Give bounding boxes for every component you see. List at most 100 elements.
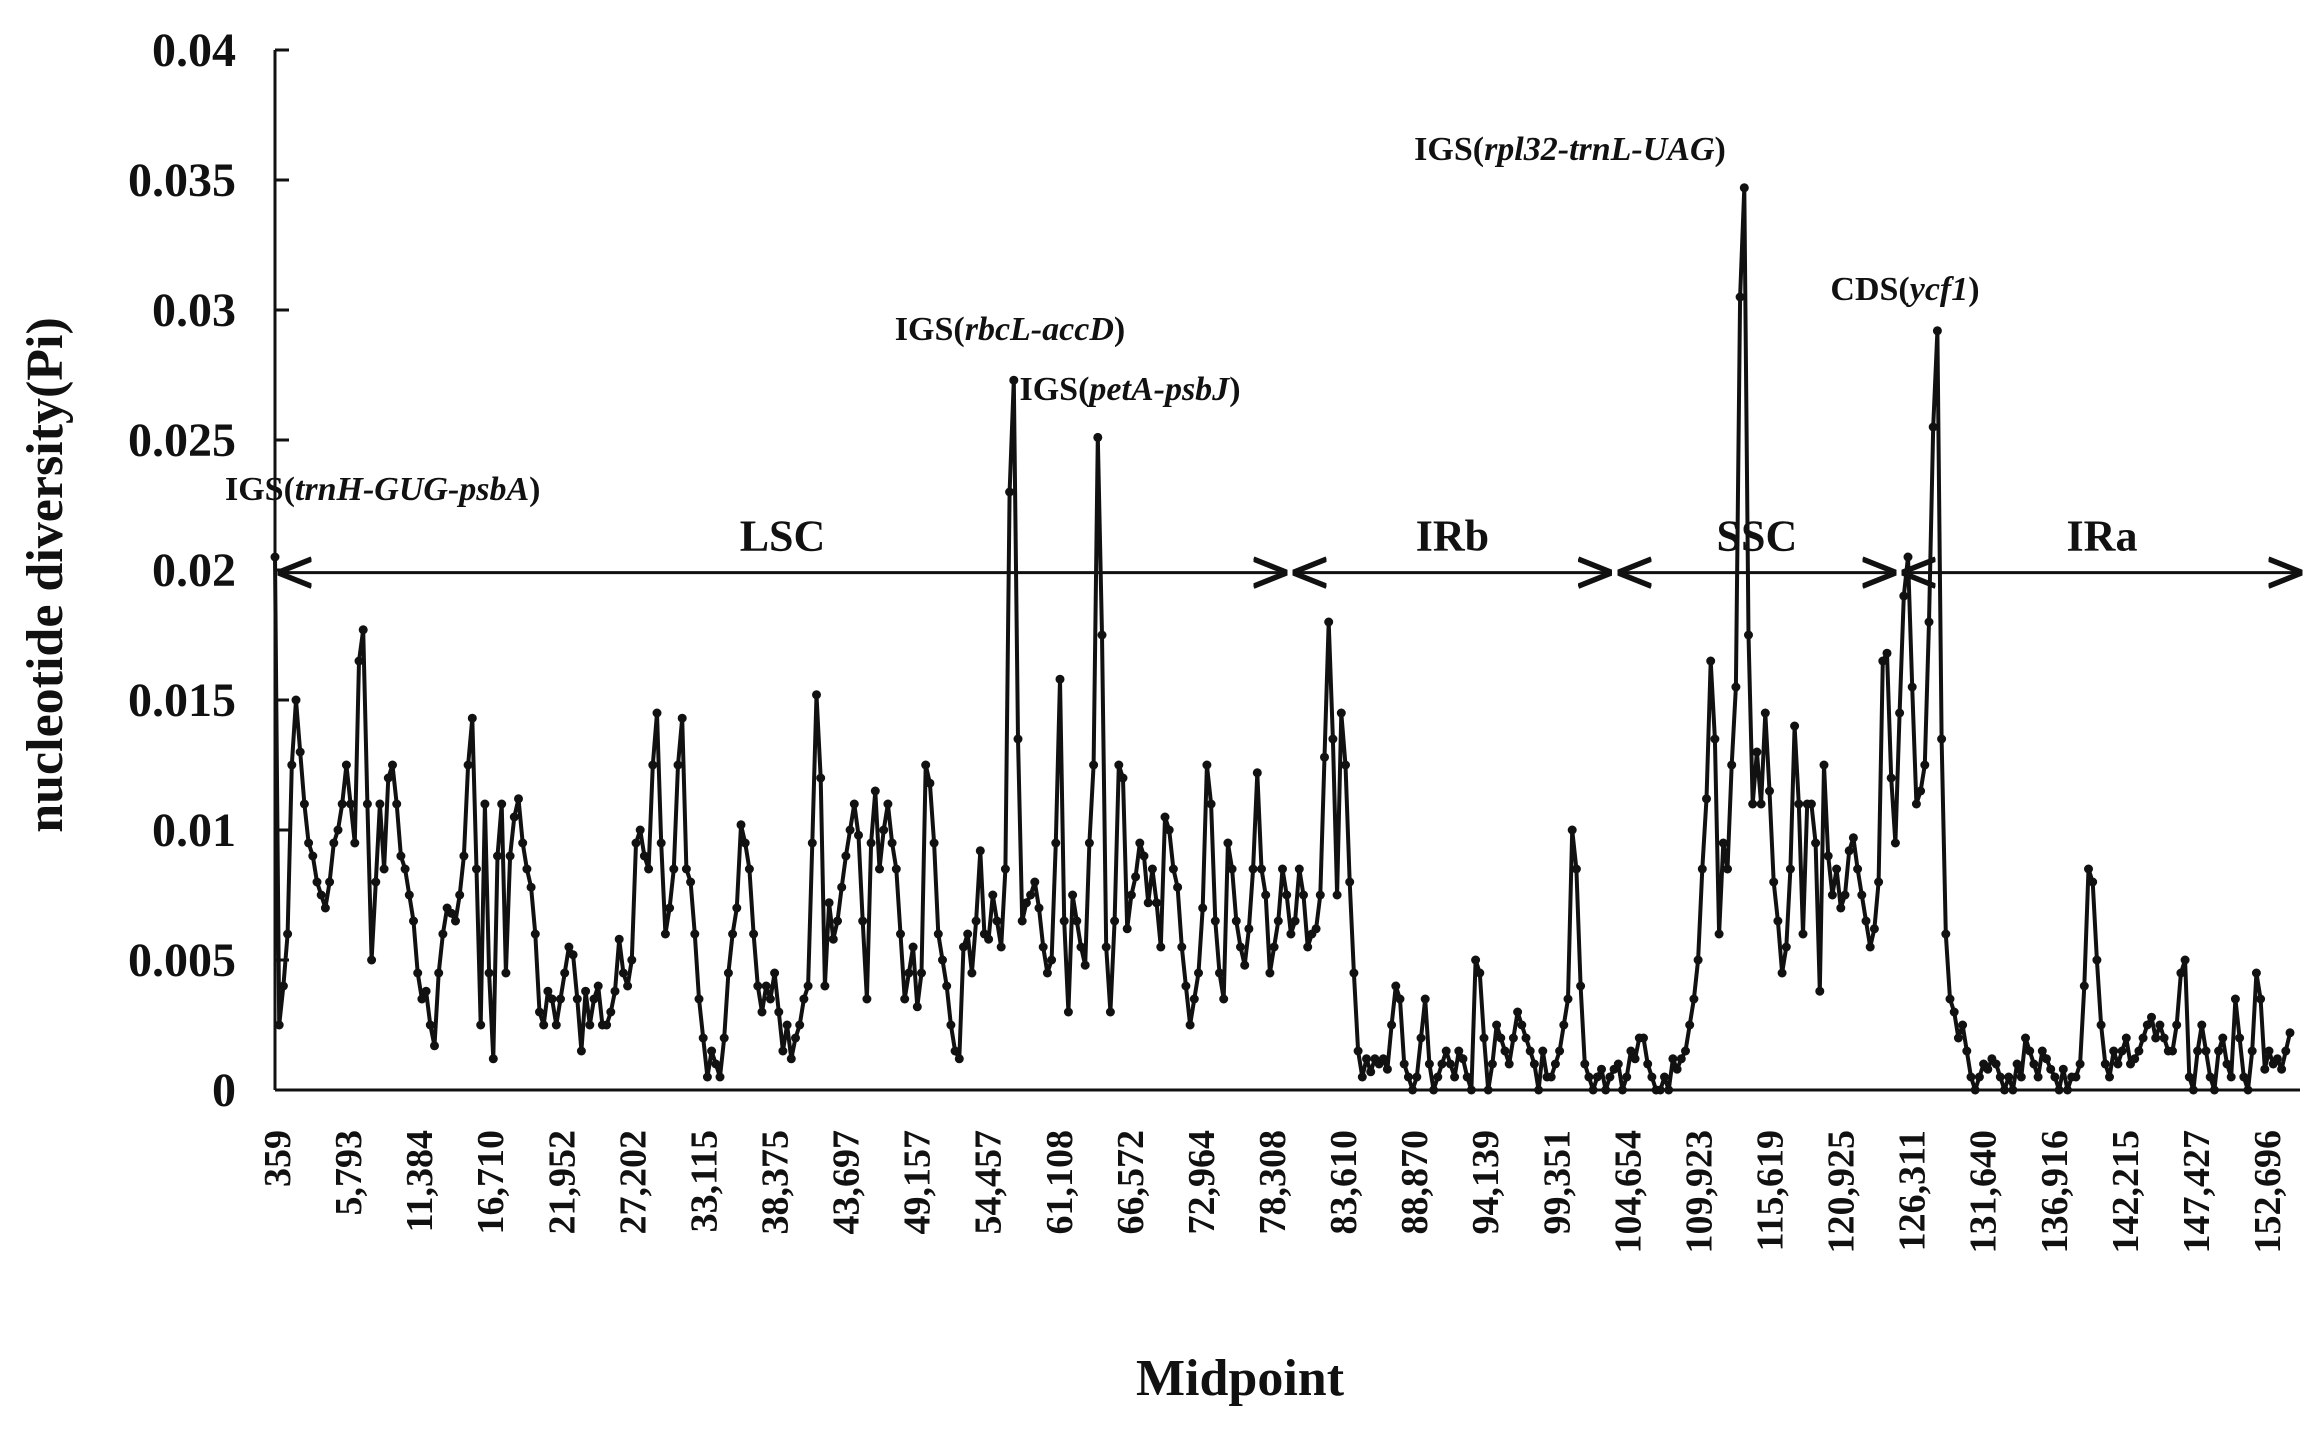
data-point bbox=[463, 760, 473, 770]
data-point bbox=[1857, 890, 1867, 900]
data-point bbox=[1618, 1085, 1627, 1095]
x-tick-label: 43,697 bbox=[826, 1130, 868, 1235]
data-point bbox=[451, 916, 460, 926]
data-point bbox=[1391, 981, 1401, 991]
data-point bbox=[765, 994, 775, 1004]
data-point bbox=[1916, 786, 1926, 796]
x-tick-label: 16,710 bbox=[470, 1130, 512, 1235]
data-point bbox=[950, 1046, 960, 1056]
data-point bbox=[1869, 924, 1879, 934]
x-tick-label: 120,925 bbox=[1821, 1130, 1863, 1254]
data-point bbox=[543, 986, 553, 996]
data-point bbox=[392, 799, 402, 809]
data-point bbox=[812, 690, 821, 700]
data-point bbox=[2117, 1046, 2127, 1056]
data-point bbox=[639, 851, 649, 861]
data-point bbox=[849, 799, 859, 809]
data-point bbox=[749, 929, 759, 939]
y-tick-label: 0.025 bbox=[128, 414, 236, 467]
data-point bbox=[1072, 916, 1082, 926]
data-point bbox=[1693, 955, 1703, 965]
data-point bbox=[1290, 916, 1300, 926]
data-point bbox=[455, 890, 465, 900]
data-point bbox=[593, 981, 603, 991]
data-point bbox=[870, 786, 880, 796]
data-point bbox=[644, 864, 654, 874]
data-point bbox=[514, 794, 523, 804]
data-point bbox=[732, 903, 742, 913]
data-point bbox=[1630, 1054, 1640, 1064]
data-point bbox=[799, 994, 809, 1004]
data-point bbox=[1823, 851, 1833, 861]
data-point bbox=[518, 838, 528, 848]
data-point bbox=[1861, 916, 1871, 926]
data-point bbox=[434, 968, 444, 978]
data-point bbox=[1903, 552, 1913, 562]
data-point bbox=[2277, 1064, 2287, 1074]
data-point bbox=[614, 934, 624, 944]
data-point bbox=[350, 838, 360, 848]
data-point bbox=[652, 708, 662, 718]
data-point bbox=[1185, 1020, 1195, 1030]
y-tick-label: 0.005 bbox=[128, 934, 236, 987]
data-point bbox=[723, 968, 733, 978]
data-point bbox=[946, 1020, 956, 1030]
x-tick-label: 88,870 bbox=[1394, 1130, 1436, 1235]
data-point bbox=[1328, 734, 1338, 744]
data-point bbox=[938, 955, 947, 965]
data-point bbox=[446, 908, 456, 918]
data-point bbox=[1378, 1054, 1388, 1064]
data-point bbox=[1907, 682, 1917, 692]
data-point bbox=[2012, 1059, 2022, 1069]
x-tick-label: 49,157 bbox=[897, 1130, 939, 1235]
data-point bbox=[1164, 825, 1174, 835]
data-point bbox=[866, 838, 876, 848]
peak-annotations: IGS(trnH-GUG-psbA) IGS(rbcL-accD) IGS(petA… bbox=[225, 131, 1980, 508]
data-point bbox=[1811, 838, 1821, 848]
data-point bbox=[2201, 1046, 2211, 1056]
x-tick-label: 126,311 bbox=[1892, 1130, 1934, 1251]
data-point bbox=[1059, 916, 1069, 926]
data-point bbox=[1433, 1072, 1443, 1082]
x-tick-label: 61,108 bbox=[1039, 1130, 1081, 1235]
x-tick-label: 152,696 bbox=[2247, 1130, 2289, 1254]
data-point bbox=[556, 994, 565, 1004]
x-tick-label: 99,351 bbox=[1536, 1130, 1578, 1235]
data-point bbox=[1487, 1059, 1497, 1069]
data-point bbox=[1223, 838, 1233, 848]
data-point bbox=[564, 942, 574, 952]
data-point bbox=[2176, 968, 2186, 978]
data-point bbox=[1983, 1064, 1993, 1074]
data-point bbox=[484, 968, 494, 978]
data-point bbox=[1815, 986, 1825, 996]
data-point bbox=[824, 898, 834, 908]
data-point bbox=[1084, 838, 1094, 848]
data-point bbox=[807, 838, 817, 848]
data-point bbox=[1055, 674, 1065, 684]
data-point bbox=[1882, 648, 1892, 658]
x-tick-label: 33,115 bbox=[683, 1130, 725, 1232]
data-point bbox=[2109, 1046, 2119, 1056]
data-point bbox=[1622, 1072, 1632, 1082]
data-point bbox=[2168, 1046, 2177, 1056]
data-point bbox=[1706, 656, 1716, 666]
data-point bbox=[1252, 768, 1262, 778]
data-point bbox=[585, 1020, 595, 1030]
data-point bbox=[1886, 773, 1896, 783]
data-point bbox=[1605, 1072, 1615, 1082]
x-tick-label: 104,654 bbox=[1607, 1130, 1649, 1254]
data-point bbox=[1227, 864, 1237, 874]
data-point bbox=[388, 760, 397, 770]
data-point bbox=[623, 981, 633, 991]
data-point bbox=[1760, 708, 1770, 718]
data-point bbox=[1874, 877, 1884, 887]
data-point bbox=[1042, 968, 1052, 978]
data-point bbox=[1471, 955, 1481, 965]
data-point bbox=[1689, 994, 1699, 1004]
data-point bbox=[1063, 1007, 1073, 1017]
data-point bbox=[660, 929, 670, 939]
data-point bbox=[2021, 1033, 2030, 1043]
data-point bbox=[1311, 924, 1321, 934]
data-point bbox=[522, 864, 532, 874]
data-point bbox=[1320, 752, 1329, 762]
